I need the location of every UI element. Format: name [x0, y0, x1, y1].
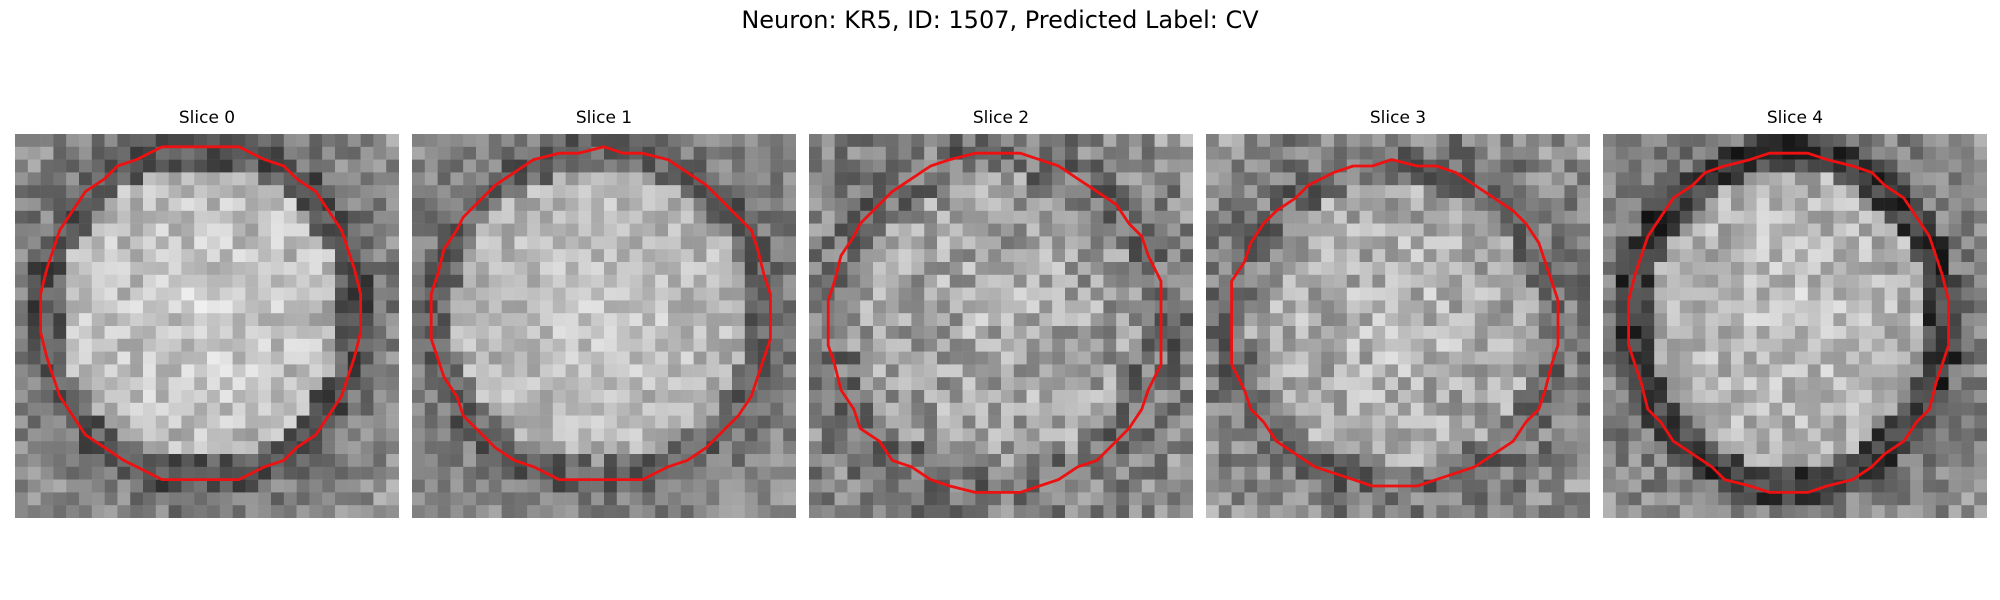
slice-image-0 — [15, 134, 399, 518]
contour-segment — [39, 145, 363, 482]
slice-title-1: Slice 1 — [575, 108, 633, 128]
figure-title: Neuron: KR5, ID: 1507, Predicted Label: … — [741, 6, 1259, 34]
slice-title-3: Slice 3 — [1369, 108, 1427, 128]
slice-image-3 — [1206, 134, 1590, 518]
slice-image-1 — [412, 134, 796, 518]
slice-image-4 — [1603, 134, 1987, 518]
contour-segment — [826, 151, 1163, 494]
slice-image-2 — [809, 134, 1193, 518]
contour-segment — [1230, 158, 1560, 488]
slice-title-2: Slice 2 — [972, 108, 1030, 128]
contour-segment — [429, 145, 772, 482]
contour-segment — [1627, 151, 1951, 494]
slice-title-4: Slice 4 — [1766, 108, 1824, 128]
slice-title-0: Slice 0 — [178, 108, 236, 128]
